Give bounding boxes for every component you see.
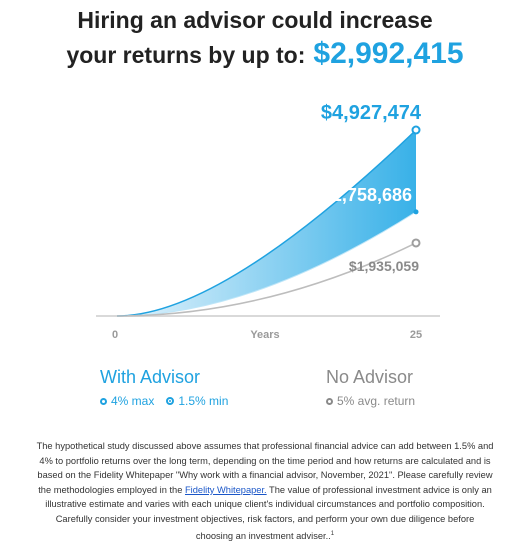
legend-no-advisor-name: No Advisor [326,367,414,387]
ring-marker-icon [326,397,333,405]
fidelity-whitepaper-link[interactable]: Fidelity Whitepaper. [184,484,267,495]
headline-amount: $2,992,415 [313,37,464,71]
headline-line2-text: your returns by up to: [66,42,306,69]
x-tick-label-25: 25 [410,329,422,341]
no-advisor-end-point [411,238,421,248]
min-end-point [413,209,419,215]
footnote-marker[interactable]: 1 [330,530,335,537]
ring-marker-icon [100,397,107,405]
legend-max-item: 4% max [100,394,154,408]
x-axis-title: Years [250,329,279,341]
legend-max-label: 4% max [111,394,155,408]
disclaimer-text-after: The value of professional investment adv… [45,484,492,541]
headline: Hiring an advisor could increase your re… [0,6,530,74]
max-end-point [411,125,421,135]
max-series-line [116,129,417,317]
no-advisor-value-label: $1,935,059 [349,258,419,274]
returns-chart: $4,927,474 $2,758,686 $1,935,059 0 Years 25 [96,102,440,341]
max-value-label: $4,927,474 [321,102,422,124]
no-advisor-series-line [116,242,417,317]
legend-min-label: 1.5% min [178,394,229,408]
legend-min-item: 1.5% min [166,394,228,408]
legend-avg-label: 5% avg. return [337,394,416,408]
disclaimer-text-before: The hypothetical study discussed above a… [36,441,494,495]
with-advisor-area [117,130,416,316]
headline-line1: Hiring an advisor could increase [77,7,433,33]
min-value-label: $2,758,686 [322,185,412,205]
x-tick-label-0: 0 [112,329,118,341]
disclaimer: The hypothetical study discussed above a… [36,439,494,543]
headline-line2: your returns by up to: $2,992,415 [0,35,530,73]
dot-marker-icon [166,397,175,405]
legend-with-advisor-rates: 4% max 1.5% min [100,394,228,408]
legend-with-advisor-name: With Advisor [100,367,201,387]
legend-no-advisor-rates: 5% avg. return [326,394,415,408]
legend-no-advisor: No Advisor 5% avg. return [326,367,415,408]
min-series-line [116,211,417,317]
legend-with-advisor: With Advisor 4% max 1.5% min [100,367,228,408]
legend-avg-item: 5% avg. return [326,394,415,408]
